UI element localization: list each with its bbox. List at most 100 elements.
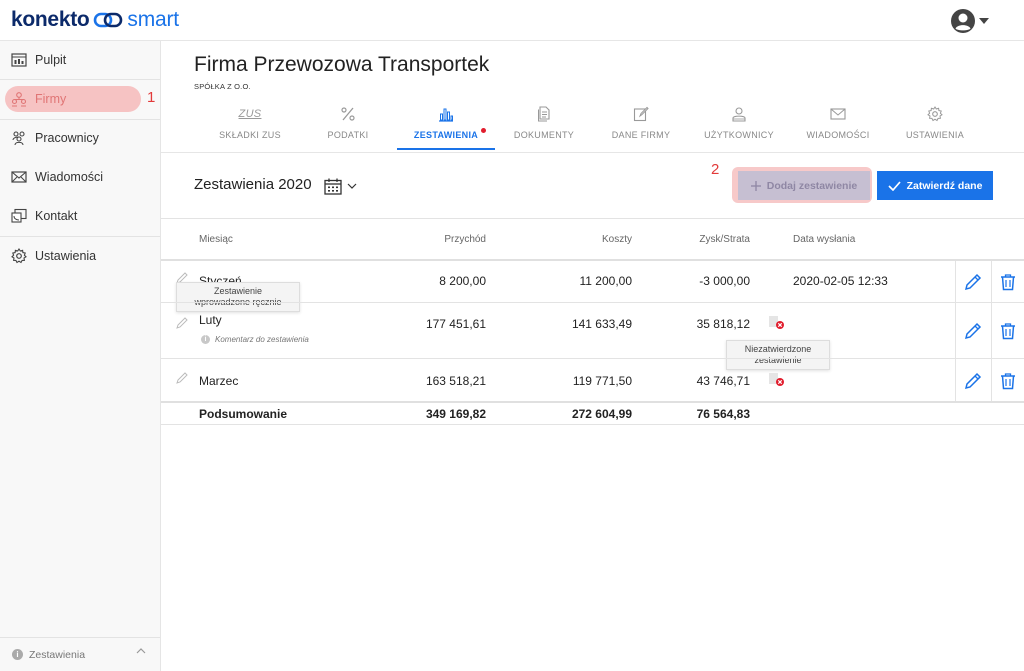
tab-label: UŻYTKOWNICY xyxy=(704,130,774,140)
tab-skladki-zus[interactable]: ZUS SKŁADKI ZUS xyxy=(219,100,281,152)
notification-dot xyxy=(481,128,487,133)
chevron-up-icon xyxy=(136,648,146,654)
unconfirmed-tooltip: Niezatwierdzone zestawienie xyxy=(726,340,830,370)
cell-profit: -3 000,00 xyxy=(699,274,750,288)
envelope-icon xyxy=(10,168,28,186)
company-legal-form: SPÓŁKA Z O.O. xyxy=(194,82,251,91)
header-sent-date: Data wysłania xyxy=(793,234,856,245)
percent-icon xyxy=(340,102,356,126)
tab-podatki[interactable]: PODATKI xyxy=(328,100,368,152)
zus-icon: ZUS xyxy=(239,102,262,126)
info-icon: i xyxy=(201,335,210,344)
tab-dokumenty[interactable]: DOKUMENTY xyxy=(514,100,574,152)
tab-label: DANE FIRMY xyxy=(611,130,671,140)
user-icon xyxy=(731,102,747,126)
tab-ustawienia[interactable]: USTAWIENIA xyxy=(906,100,964,152)
cell-income: 8 200,00 xyxy=(439,274,486,288)
table-bottom-border xyxy=(161,424,1024,425)
tab-label: SKŁADKI ZUS xyxy=(219,130,281,140)
top-bar: konekto smart xyxy=(0,0,1024,41)
sidebar-footer[interactable]: i Zestawienia xyxy=(0,637,160,671)
user-menu[interactable] xyxy=(950,8,994,34)
table-top-border xyxy=(161,218,1024,219)
add-statement-button[interactable]: Dodaj zestawienie xyxy=(738,171,870,200)
manual-entry-tooltip: Zestawienie wprowadzone ręcznie xyxy=(176,282,300,312)
plus-icon xyxy=(750,180,761,191)
tab-zestawienia[interactable]: ZESTAWIENIA xyxy=(397,100,495,152)
user-avatar-icon xyxy=(951,9,975,33)
cell-costs: 141 633,49 xyxy=(571,317,632,331)
logo-word-konekto: konekto xyxy=(11,8,90,31)
sidebar: Pulpit Firmy 1 Pracownicy Wiadomości Kon… xyxy=(0,41,161,671)
sidebar-item-wiadomosci[interactable]: Wiadomości xyxy=(0,158,160,196)
column-divider xyxy=(991,261,992,402)
confirm-data-button[interactable]: Zatwierdź dane xyxy=(877,171,993,200)
cell-income: 177 451,61 xyxy=(425,317,486,331)
chevron-down-icon xyxy=(347,183,357,189)
sidebar-item-kontakt[interactable]: Kontakt xyxy=(0,197,160,235)
tab-wiadomosci[interactable]: WIADOMOŚCI xyxy=(806,100,870,152)
row-comment[interactable]: i Komentarz do zestawienia xyxy=(201,335,309,344)
edit-pencil-icon[interactable] xyxy=(964,322,982,340)
tooltip-line: Zestawienie xyxy=(213,286,263,296)
calendar-icon xyxy=(324,178,342,195)
trash-icon[interactable] xyxy=(999,273,1017,291)
logo-word-smart: smart xyxy=(127,8,179,31)
sidebar-item-label: Pulpit xyxy=(35,53,67,67)
gear-icon xyxy=(927,102,943,126)
sidebar-item-pulpit[interactable]: Pulpit xyxy=(0,41,160,79)
cell-profit: 43 746,71 xyxy=(696,374,750,388)
bar-chart-icon xyxy=(438,102,454,126)
summary-profit: 76 564,83 xyxy=(696,407,750,421)
comment-text: Komentarz do zestawienia xyxy=(215,335,309,344)
cell-sent-date: 2020-02-05 12:33 xyxy=(793,274,888,288)
row-divider xyxy=(161,358,1024,359)
trash-icon[interactable] xyxy=(999,372,1017,390)
header-income: Przychód xyxy=(444,234,486,245)
tab-label: WIADOMOŚCI xyxy=(806,130,870,140)
gear-icon xyxy=(10,247,28,265)
info-icon: i xyxy=(12,649,23,660)
annotation-number-2: 2 xyxy=(711,161,720,178)
summary-income: 349 169,82 xyxy=(425,407,486,421)
header-month: Miesiąc xyxy=(199,234,233,245)
edit-pencil-icon[interactable] xyxy=(964,372,982,390)
tab-label: USTAWIENIA xyxy=(906,130,965,140)
envelope-icon xyxy=(830,102,846,126)
row-divider xyxy=(161,302,1024,303)
cell-month: Marzec xyxy=(199,374,239,388)
summary-costs: 272 604,99 xyxy=(571,407,632,421)
pencil-icon xyxy=(176,372,188,384)
unconfirmed-status-icon[interactable] xyxy=(769,315,785,331)
cell-income: 163 518,21 xyxy=(425,374,486,388)
sidebar-item-pracownicy[interactable]: Pracownicy xyxy=(0,119,160,157)
contact-icon xyxy=(10,207,28,225)
cell-costs: 11 200,00 xyxy=(579,274,633,288)
caret-down-icon xyxy=(979,18,989,24)
cell-profit: 35 818,12 xyxy=(696,317,750,331)
sidebar-item-ustawienia[interactable]: Ustawienia xyxy=(0,237,160,275)
page-title: Firma Przewozowa Transportek xyxy=(194,53,490,76)
tabs-divider xyxy=(161,152,1024,153)
sidebar-item-firmy[interactable]: Firmy xyxy=(0,80,160,118)
cell-month: Luty xyxy=(199,313,222,327)
link-icon xyxy=(94,12,123,28)
tab-label: ZESTAWIENIA xyxy=(413,128,487,140)
documents-icon xyxy=(536,102,552,126)
sidebar-item-label: Ustawienia xyxy=(35,249,97,263)
year-picker[interactable] xyxy=(324,176,360,196)
add-statement-label: Dodaj zestawienie xyxy=(766,179,858,192)
sidebar-item-label: Pracownicy xyxy=(35,131,99,145)
edit-pencil-icon[interactable] xyxy=(964,273,982,291)
divider xyxy=(0,119,160,120)
tab-dane-firmy[interactable]: DANE FIRMY xyxy=(612,100,670,152)
zus-icon-text: ZUS xyxy=(238,108,262,120)
trash-icon[interactable] xyxy=(999,322,1017,340)
dashboard-icon xyxy=(10,51,28,69)
tab-uzytkownicy[interactable]: UŻYTKOWNICY xyxy=(704,100,774,152)
unconfirmed-status-icon[interactable] xyxy=(769,372,785,388)
companies-icon xyxy=(10,90,28,108)
tab-label-text: ZESTAWIENIA xyxy=(413,130,479,140)
konekto-logo[interactable]: konekto smart xyxy=(11,7,179,33)
confirm-data-label: Zatwierdź dane xyxy=(906,179,983,192)
